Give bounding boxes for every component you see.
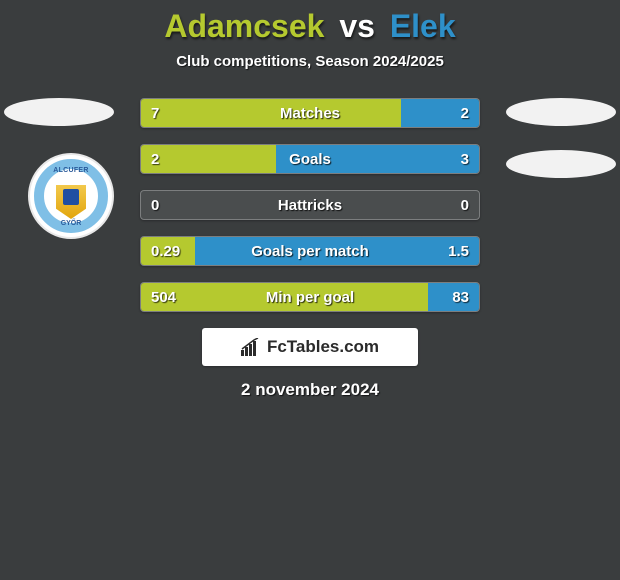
stat-row: 0.291.5Goals per match xyxy=(140,236,480,266)
comparison-card: Adamcsek vs Elek Club competitions, Seas… xyxy=(0,0,620,400)
stat-label: Goals xyxy=(141,145,479,173)
stat-label: Goals per match xyxy=(141,237,479,265)
title-vs: vs xyxy=(339,8,375,44)
stat-rows: 72Matches 23Goals 00Hattricks 0.291.5Goals … xyxy=(140,98,480,312)
subtitle: Club competitions, Season 2024/2025 xyxy=(0,53,620,70)
watermark: FcTables.com xyxy=(202,328,418,366)
badge-top-text: ALCUFER xyxy=(53,167,89,174)
stat-row: 00Hattricks xyxy=(140,190,480,220)
club-badge: ALCUFER GYŐR xyxy=(28,153,114,239)
stat-label: Min per goal xyxy=(141,283,479,311)
left-badge-placeholder xyxy=(4,98,114,126)
right-badge-placeholder-2 xyxy=(506,150,616,178)
title-player2: Elek xyxy=(390,8,456,44)
page-title: Adamcsek vs Elek xyxy=(0,8,620,45)
badge-city: GYŐR xyxy=(61,220,82,227)
stats-area: ALCUFER GYŐR 72Matches 23Goals 00Hattricks… xyxy=(0,98,620,312)
stat-label: Matches xyxy=(141,99,479,127)
stat-row: 23Goals xyxy=(140,144,480,174)
watermark-text: FcTables.com xyxy=(267,337,379,357)
date-text: 2 november 2024 xyxy=(0,380,620,400)
title-player1: Adamcsek xyxy=(164,8,324,44)
right-badge-placeholder-1 xyxy=(506,98,616,126)
stat-row: 50483Min per goal xyxy=(140,282,480,312)
stat-label: Hattricks xyxy=(141,191,479,219)
badge-shield-inner xyxy=(63,189,79,205)
bar-chart-icon xyxy=(241,338,261,356)
stat-row: 72Matches xyxy=(140,98,480,128)
